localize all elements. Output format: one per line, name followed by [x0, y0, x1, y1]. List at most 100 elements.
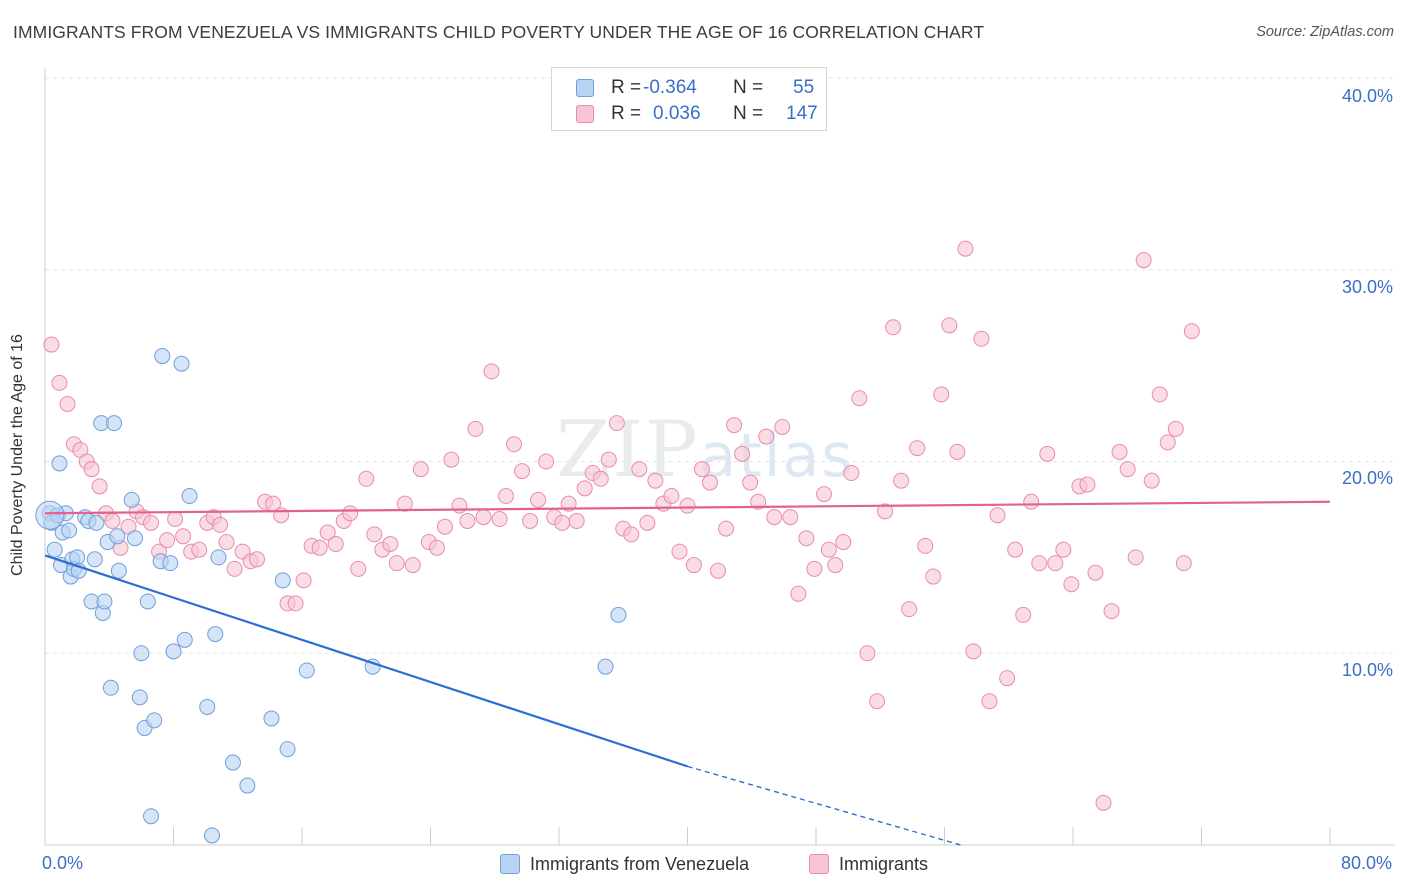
immigrants-point [1167, 420, 1184, 437]
immigrants-point [639, 514, 656, 531]
legend-r-value: -0.364 [643, 77, 697, 98]
immigrants-point [608, 415, 625, 432]
immigrants-point [491, 511, 508, 528]
immigrants-point [816, 486, 833, 503]
venezuela-point [173, 355, 190, 372]
immigrants-point [366, 526, 383, 543]
venezuela-point [35, 500, 65, 530]
immigrants-point [530, 491, 547, 508]
venezuela-point [165, 643, 182, 660]
immigrants-point [273, 507, 290, 524]
immigrants-point [295, 572, 312, 589]
immigrants-point [766, 509, 783, 526]
immigrants-point [396, 495, 413, 512]
immigrants-point [560, 495, 577, 512]
immigrants-point [701, 474, 718, 491]
immigrants-point [568, 512, 585, 529]
trendlines [44, 500, 1331, 846]
venezuela-point [69, 549, 86, 566]
y-axis-label: Child Poverty Under the Age of 16 [9, 334, 26, 576]
venezuela-point [106, 415, 123, 432]
immigrants-point [592, 470, 609, 487]
venezuela-point [154, 348, 171, 365]
immigrants-point [989, 507, 1006, 524]
immigrants-point [443, 451, 460, 468]
immigrants-point [554, 514, 571, 531]
immigrants-point [806, 560, 823, 577]
venezuela-point [176, 631, 193, 648]
immigrants-point [685, 557, 702, 574]
immigrants-point [538, 453, 555, 470]
venezuela-point [224, 754, 241, 771]
legend-r-value: 0.036 [653, 103, 701, 124]
immigrants-point [851, 390, 868, 407]
bottom-legend-swatch-pink [809, 854, 829, 874]
immigrants-point [790, 585, 807, 602]
immigrants-point [782, 509, 799, 526]
immigrants-point [774, 418, 791, 435]
immigrants-point [885, 319, 902, 336]
y-tick-label-30: 30.0% [1341, 277, 1393, 297]
immigrants-point [1183, 323, 1200, 340]
immigrants-point [191, 541, 208, 558]
immigrants-point [467, 420, 484, 437]
venezuela-point [610, 606, 627, 623]
immigrants-point [342, 505, 359, 522]
immigrants-point [965, 643, 982, 660]
legend-r-label: R = [611, 103, 642, 124]
immigrants-point [1079, 476, 1096, 493]
immigrants-point [933, 386, 950, 403]
immigrants-point [59, 395, 76, 412]
venezuela-point [131, 689, 148, 706]
venezuela-point [110, 562, 127, 579]
immigrants-point [1023, 493, 1040, 510]
immigrants-point [475, 509, 492, 526]
venezuela-point [181, 488, 198, 505]
immigrants-point [506, 436, 523, 453]
watermark: ZIPatlas [556, 405, 855, 495]
immigrants-point [104, 512, 121, 529]
immigrants-point [973, 330, 990, 347]
immigrants-point [483, 363, 500, 380]
immigrants-point [925, 568, 942, 585]
immigrants-point [1111, 443, 1128, 460]
immigrants-point [734, 445, 751, 462]
immigrants-point [83, 461, 100, 478]
immigrants-point [1095, 794, 1112, 811]
immigrants-point [1119, 461, 1136, 478]
immigrants-point [917, 537, 934, 554]
watermark-zip: ZIP [556, 405, 700, 495]
immigrants-point [1015, 606, 1032, 623]
venezuela-trendline-extension [687, 765, 961, 846]
immigrants-point [1031, 555, 1048, 572]
immigrants-point [404, 557, 421, 574]
immigrants-point [631, 461, 648, 478]
immigrants-point [718, 520, 735, 537]
source-credit: Source: ZipAtlas.com [1256, 24, 1394, 40]
correlation-legend: R = -0.364 N = 55 R = 0.036 N = 147 [551, 67, 827, 131]
immigrants-point [981, 693, 998, 710]
immigrants-point [647, 472, 664, 489]
immigrants-point [1087, 564, 1104, 581]
watermark-atlas: atlas [699, 421, 855, 491]
immigrants-point [758, 428, 775, 445]
venezuela-point [102, 679, 119, 696]
venezuela-point [210, 549, 227, 566]
immigrants-point [999, 670, 1016, 687]
immigrants-point [1159, 434, 1176, 451]
immigrants-point [742, 474, 759, 491]
immigrants-point [1175, 555, 1192, 572]
immigrants-point [663, 488, 680, 505]
venezuela-point [263, 710, 280, 727]
immigrants-point [143, 514, 160, 531]
immigrants-point [901, 601, 918, 618]
immigrants-point [750, 493, 767, 510]
venezuela-point [96, 593, 113, 610]
immigrants-point [798, 530, 815, 547]
immigrants-point [726, 417, 743, 434]
immigrants-point [710, 562, 727, 579]
y-tick-label-40: 40.0% [1341, 86, 1393, 106]
legend-n-label: N = [733, 103, 764, 124]
immigrants-point [43, 336, 60, 353]
immigrants-point [287, 595, 304, 612]
